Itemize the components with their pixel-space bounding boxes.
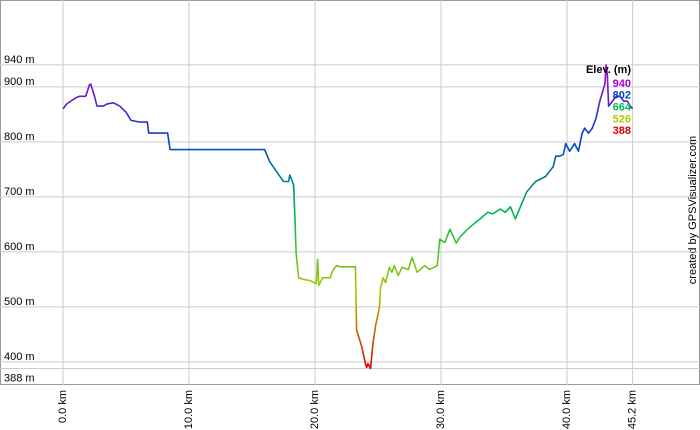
legend-item: 802	[613, 90, 631, 102]
y-tick-label: 700 m	[4, 186, 35, 198]
y-tick-label: 800 m	[4, 131, 35, 143]
legend-title: Elev. (m)	[586, 64, 631, 76]
y-tick-label: 388 m	[4, 372, 35, 384]
plot-frame	[0, 0, 700, 385]
x-tick-label: 40.0 km	[561, 390, 573, 429]
credit: created by GPSVisualizer.com	[687, 136, 699, 284]
y-tick-label: 940 m	[4, 54, 35, 66]
elevation-line	[62, 64, 634, 370]
x-tick-label: 20.0 km	[309, 390, 321, 429]
y-tick-label: 400 m	[4, 351, 35, 363]
x-tick-label: 10.0 km	[183, 390, 195, 429]
legend-item: 940	[613, 78, 631, 90]
x-tick-label: 0.0 km	[57, 390, 69, 423]
y-tick-label: 900 m	[4, 76, 35, 88]
x-tick-label: 45.2 km	[626, 390, 638, 429]
legend-item: 526	[613, 113, 631, 125]
legend-item: 388	[613, 125, 631, 137]
y-tick-label: 500 m	[4, 296, 35, 308]
legend-item: 664	[613, 102, 632, 114]
y-tick-label: 600 m	[4, 241, 35, 253]
x-tick-label: 30.0 km	[435, 390, 447, 429]
